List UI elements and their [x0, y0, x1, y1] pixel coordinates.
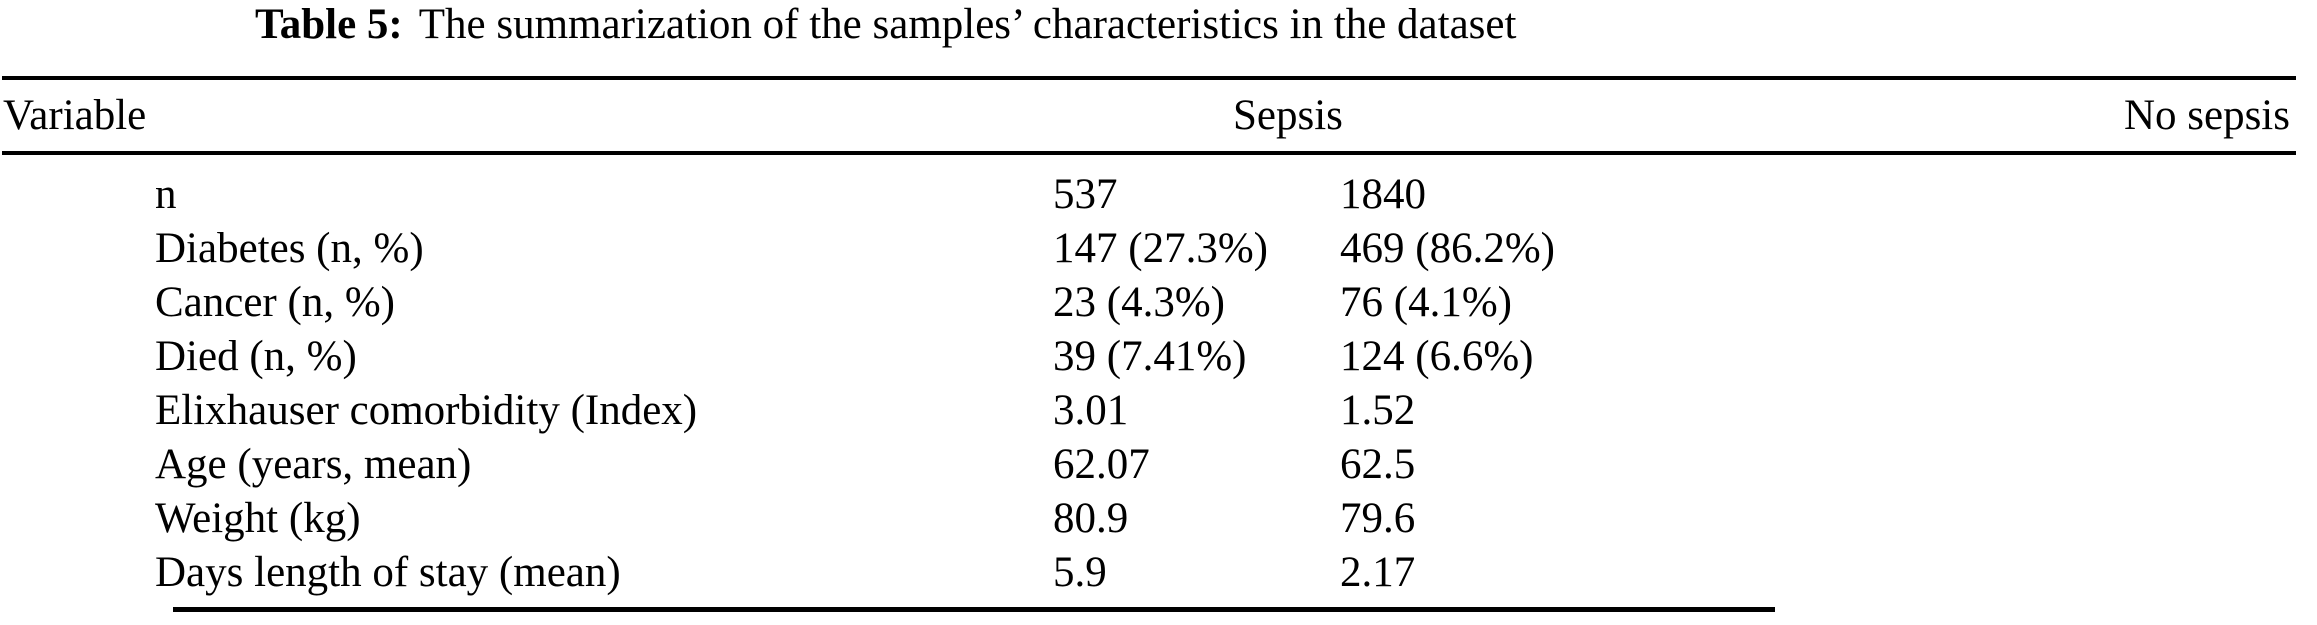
row-label: Elixhauser comorbidity (Index): [155, 387, 698, 434]
table-body: n 537 1840 Diabetes (n, %) 147 (27.3%) 4…: [0, 168, 2317, 600]
no-sepsis-value: 124 (6.6%): [1340, 333, 1534, 380]
table-row: Age (years, mean) 62.07 62.5: [0, 438, 2317, 492]
no-sepsis-value: 79.6: [1340, 495, 1416, 542]
top-rule: [2, 76, 2296, 80]
no-sepsis-value: 1.52: [1340, 387, 1416, 434]
table-row: Died (n, %) 39 (7.41%) 124 (6.6%): [0, 330, 2317, 384]
row-label: Died (n, %): [155, 333, 357, 380]
table-caption: Table 5: The summarization of the samples…: [255, 2, 1516, 48]
sepsis-value: 3.01: [1053, 387, 1129, 434]
row-label: Cancer (n, %): [155, 279, 395, 326]
row-label: Weight (kg): [155, 495, 361, 542]
table-row: Days length of stay (mean) 5.9 2.17: [0, 546, 2317, 600]
row-label: Age (years, mean): [155, 441, 472, 488]
sepsis-value: 5.9: [1053, 549, 1107, 596]
no-sepsis-value: 1840: [1340, 171, 1426, 218]
column-header-variable: Variable: [3, 92, 147, 139]
sepsis-value: 80.9: [1053, 495, 1129, 542]
sepsis-value: 23 (4.3%): [1053, 279, 1225, 326]
header-rule: [2, 151, 2296, 155]
sepsis-value: 62.07: [1053, 441, 1150, 488]
sepsis-value: 537: [1053, 171, 1118, 218]
table-row: n 537 1840: [0, 168, 2317, 222]
row-label: Days length of stay (mean): [155, 549, 621, 596]
table-header-row: Variable Sepsis No sepsis: [0, 88, 2317, 144]
no-sepsis-value: 2.17: [1340, 549, 1416, 596]
row-label: n: [155, 171, 177, 218]
table-caption-label: Table 5:: [255, 1, 403, 48]
column-header-no-sepsis: No sepsis: [2123, 92, 2290, 139]
sepsis-value: 39 (7.41%): [1053, 333, 1247, 380]
no-sepsis-value: 76 (4.1%): [1340, 279, 1512, 326]
table-row: Weight (kg) 80.9 79.6: [0, 492, 2317, 546]
row-label: Diabetes (n, %): [155, 225, 424, 272]
table-row: Cancer (n, %) 23 (4.3%) 76 (4.1%): [0, 276, 2317, 330]
no-sepsis-value: 469 (86.2%): [1340, 225, 1555, 272]
table-caption-text: The summarization of the samples’ charac…: [418, 1, 1517, 48]
bottom-rule: [173, 607, 1775, 612]
table-row: Diabetes (n, %) 147 (27.3%) 469 (86.2%): [0, 222, 2317, 276]
table-row: Elixhauser comorbidity (Index) 3.01 1.52: [0, 384, 2317, 438]
sepsis-value: 147 (27.3%): [1053, 225, 1268, 272]
no-sepsis-value: 62.5: [1340, 441, 1416, 488]
column-header-sepsis: Sepsis: [1233, 92, 1343, 139]
